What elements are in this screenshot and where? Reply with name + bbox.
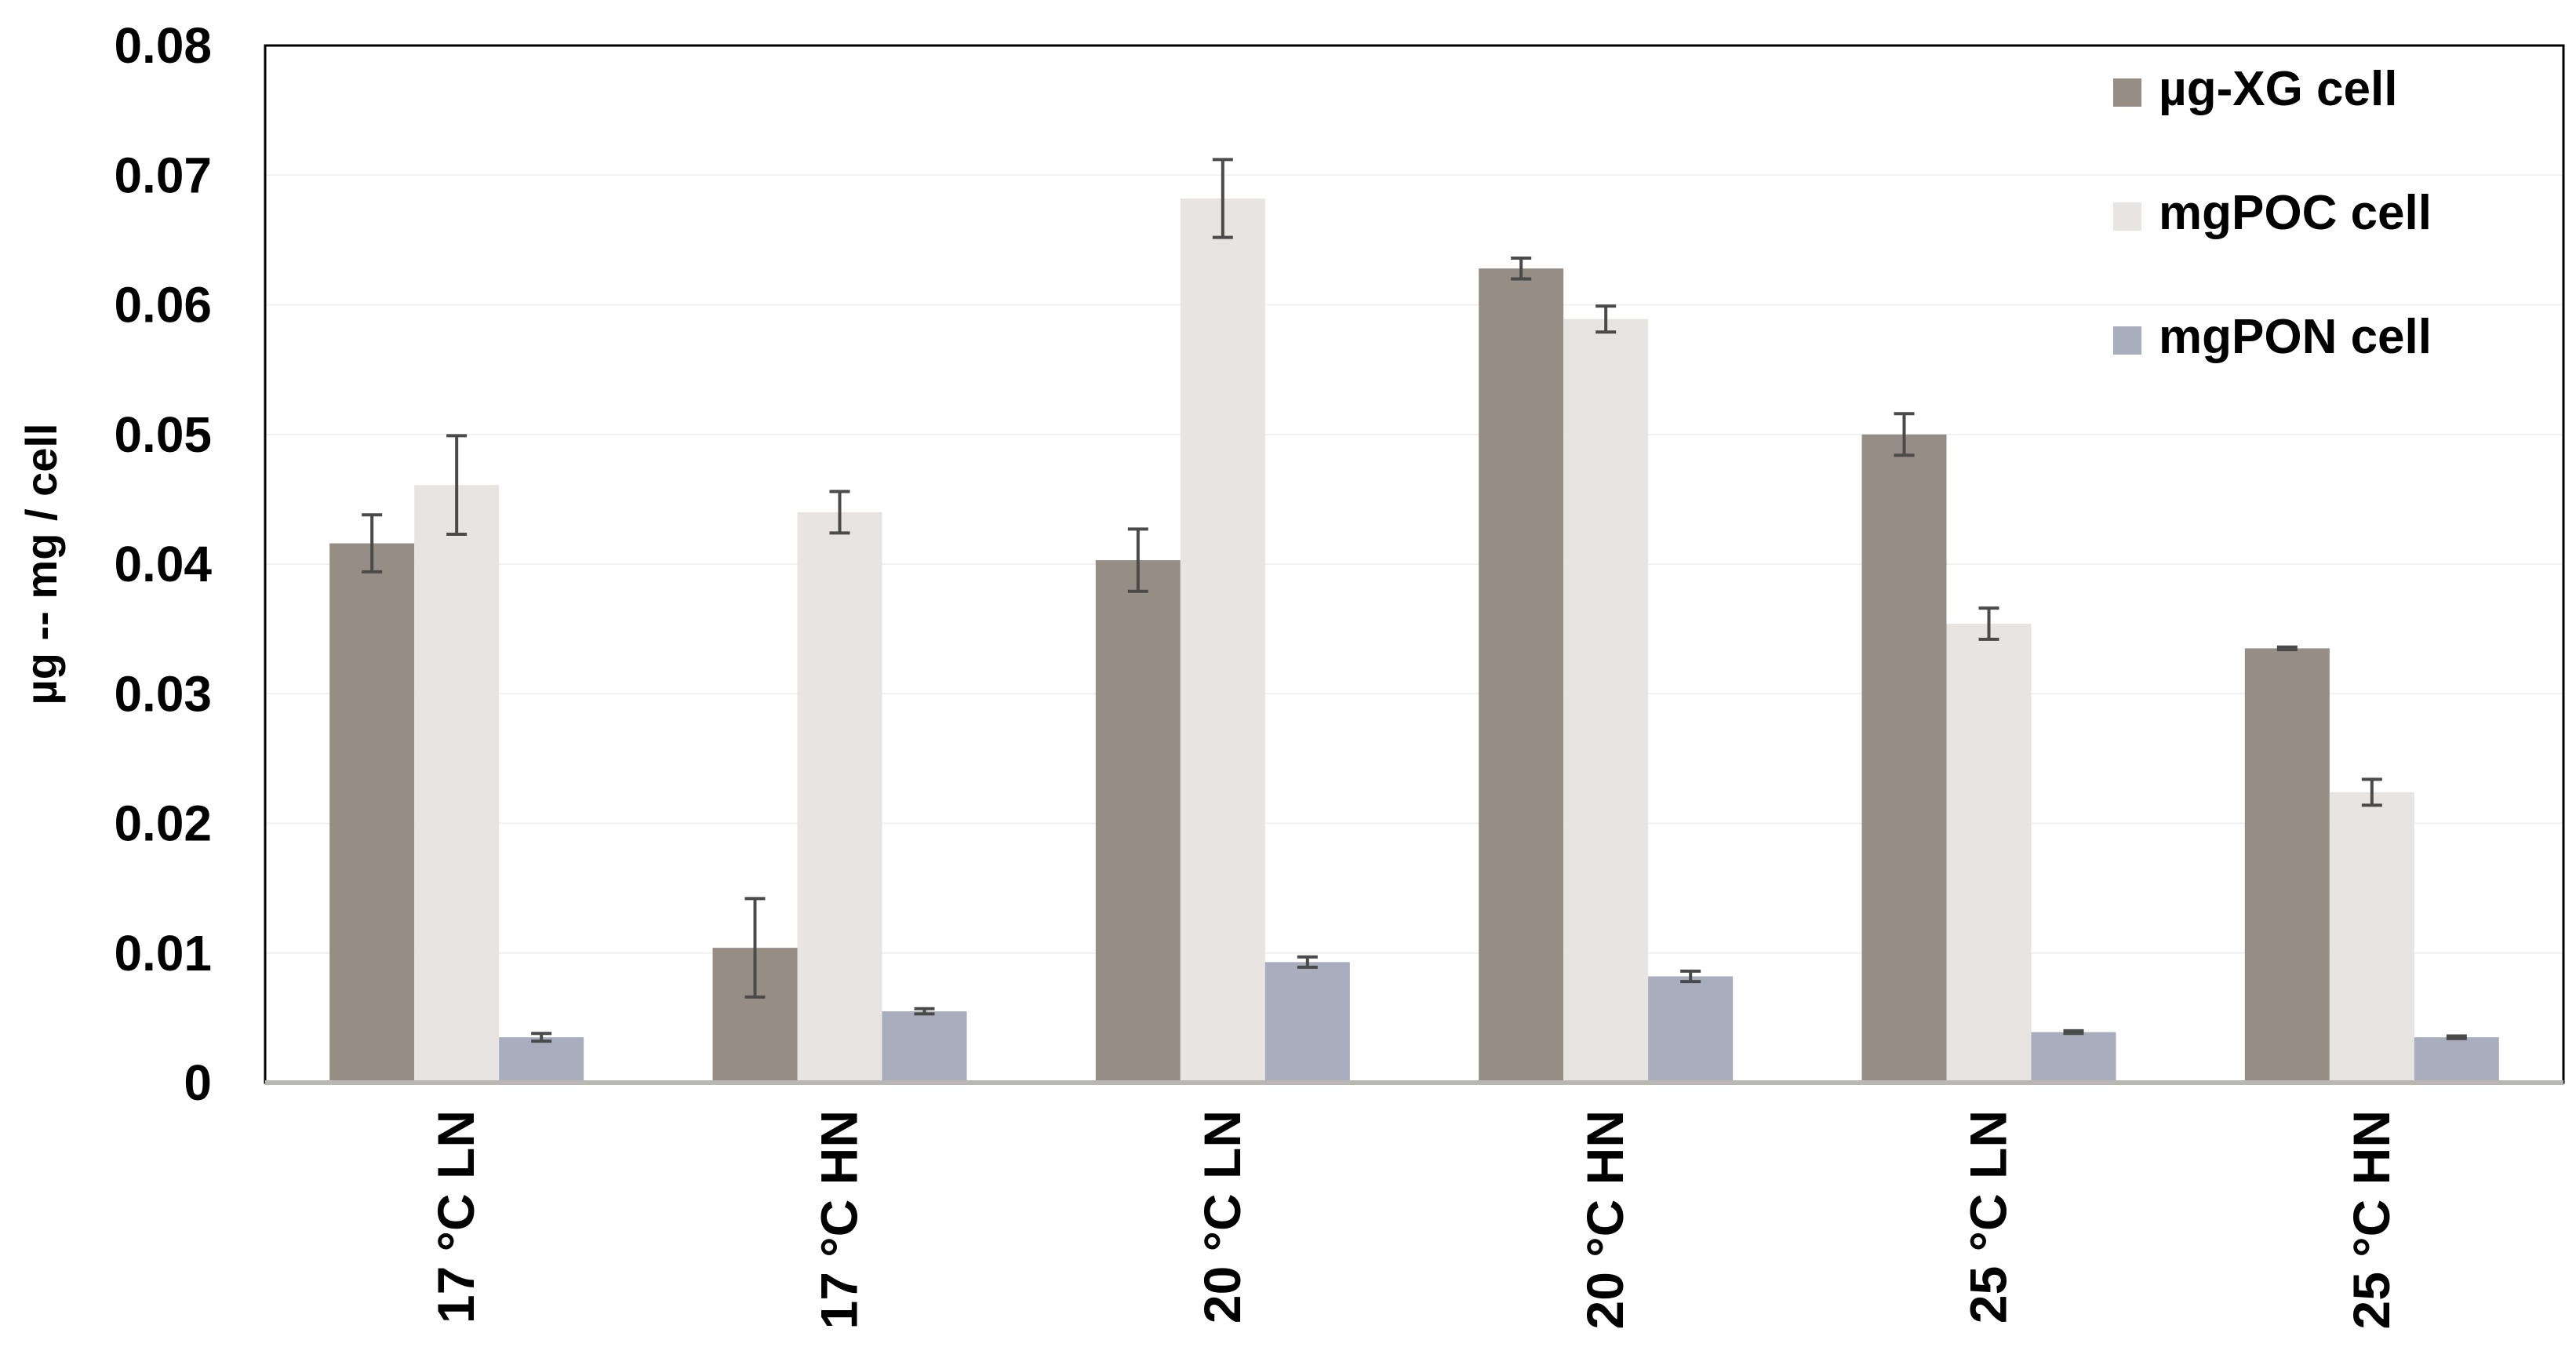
error-bar (1595, 304, 1617, 334)
error-bar (1680, 969, 1701, 984)
y-tick-label: 0.08 (114, 17, 212, 74)
legend-swatch (2113, 202, 2141, 231)
y-tick-labels: 0 0.01 0.02 0.03 0.04 0.05 0.06 0.07 0.08 (114, 17, 212, 1111)
bar (882, 1011, 967, 1083)
y-axis-label: µg -- mg / cell (16, 424, 66, 705)
legend-swatch (2113, 326, 2141, 355)
bars-layer (329, 198, 2499, 1083)
error-bar (446, 434, 468, 536)
error-bar (744, 897, 766, 999)
bar (1648, 976, 1734, 1083)
x-category-label: 25 °C HN (2342, 1110, 2400, 1329)
legend: µg-XG cell mgPOC cell mgPON cell (2113, 62, 2432, 364)
error-bar (829, 490, 850, 535)
error-bar (531, 1032, 552, 1043)
bar (329, 543, 415, 1083)
x-category-label: 25 °C LN (1959, 1110, 2018, 1323)
y-tick-label: 0.05 (114, 406, 212, 463)
bar (2329, 792, 2414, 1083)
error-bar (2276, 645, 2298, 652)
legend-label: mgPOC cell (2159, 186, 2432, 240)
x-category-label: 20 °C HN (1576, 1110, 1634, 1329)
y-tick-label: 0.06 (114, 277, 212, 333)
bar (2031, 1032, 2116, 1083)
error-bar (1127, 527, 1148, 593)
y-tick-label: 0.02 (114, 796, 212, 852)
error-bar (914, 1007, 935, 1016)
x-category-label: 17 °C HN (810, 1110, 868, 1329)
error-bar (1978, 606, 1999, 641)
error-bar (1894, 412, 1915, 457)
y-tick-label: 0.03 (114, 665, 212, 722)
bar (414, 485, 500, 1083)
y-tick-label: 0.01 (114, 925, 212, 981)
error-bar (2063, 1029, 2084, 1036)
error-bar (362, 513, 383, 573)
legend-label: mgPON cell (2159, 310, 2432, 364)
bar (1946, 624, 2032, 1083)
error-bar (1511, 257, 1532, 281)
x-category-labels: 17 °C LN 17 °C HN 20 °C LN 20 °C HN 25 °C LN… (427, 1110, 2400, 1329)
error-bar (1297, 955, 1318, 969)
legend-label: µg-XG cell (2159, 62, 2397, 116)
bar (1861, 434, 1947, 1083)
y-tick-label: 0.04 (114, 536, 212, 592)
bar (2414, 1037, 2499, 1083)
y-tick-label: 0 (184, 1054, 212, 1111)
bar (1095, 560, 1181, 1083)
error-bar (2361, 777, 2382, 807)
bar (1479, 268, 1564, 1083)
x-category-label: 17 °C LN (427, 1110, 485, 1323)
bar (499, 1037, 584, 1083)
error-bar (2446, 1034, 2467, 1040)
bar (1563, 319, 1649, 1083)
legend-swatch (2113, 78, 2141, 107)
y-tick-label: 0.07 (114, 147, 212, 203)
error-bars-layer (362, 158, 2467, 1043)
error-bar (1212, 158, 1233, 239)
gridlines (265, 174, 2563, 954)
bar (797, 512, 882, 1083)
bar (1180, 198, 1265, 1083)
x-category-label: 20 °C LN (1193, 1110, 1251, 1323)
bar (1264, 962, 1350, 1083)
bar (2244, 648, 2330, 1083)
